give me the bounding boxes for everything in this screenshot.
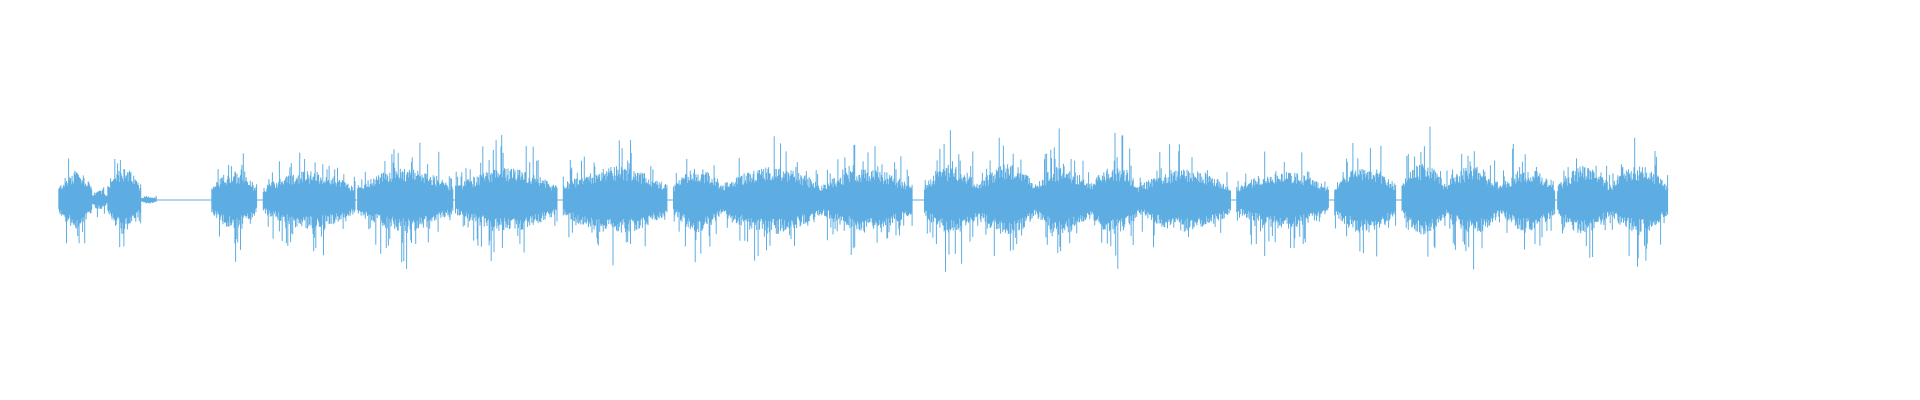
waveform xyxy=(58,126,1669,272)
